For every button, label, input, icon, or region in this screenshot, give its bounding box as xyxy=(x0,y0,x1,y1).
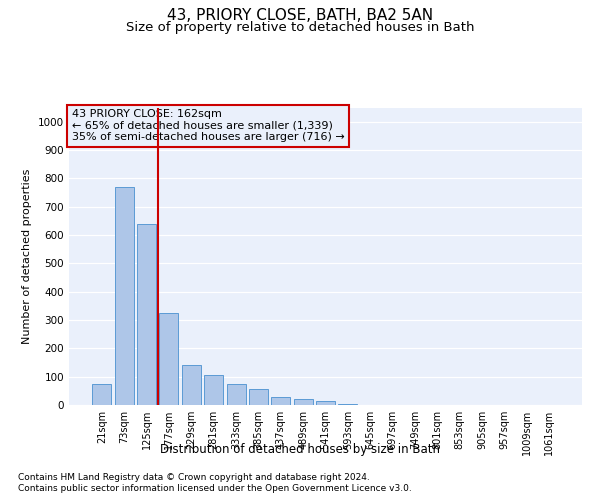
Bar xyxy=(204,375,223,405)
Bar xyxy=(160,313,178,405)
Bar xyxy=(182,366,201,405)
Bar xyxy=(271,396,290,405)
Bar xyxy=(115,187,134,405)
Text: 43 PRIORY CLOSE: 162sqm
← 65% of detached houses are smaller (1,339)
35% of semi: 43 PRIORY CLOSE: 162sqm ← 65% of detache… xyxy=(71,109,344,142)
Bar xyxy=(338,404,358,405)
Bar xyxy=(227,384,245,405)
Text: Contains public sector information licensed under the Open Government Licence v3: Contains public sector information licen… xyxy=(18,484,412,493)
Y-axis label: Number of detached properties: Number of detached properties xyxy=(22,168,32,344)
Bar xyxy=(137,224,156,405)
Bar xyxy=(293,400,313,405)
Bar xyxy=(249,390,268,405)
Bar xyxy=(92,384,112,405)
Bar xyxy=(316,401,335,405)
Text: Distribution of detached houses by size in Bath: Distribution of detached houses by size … xyxy=(160,442,440,456)
Text: Contains HM Land Registry data © Crown copyright and database right 2024.: Contains HM Land Registry data © Crown c… xyxy=(18,472,370,482)
Text: Size of property relative to detached houses in Bath: Size of property relative to detached ho… xyxy=(126,21,474,34)
Text: 43, PRIORY CLOSE, BATH, BA2 5AN: 43, PRIORY CLOSE, BATH, BA2 5AN xyxy=(167,8,433,22)
